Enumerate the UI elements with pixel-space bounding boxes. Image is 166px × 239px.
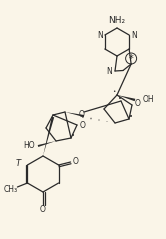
- Text: OH: OH: [143, 96, 155, 104]
- Polygon shape: [65, 112, 84, 117]
- Text: •: •: [71, 133, 75, 139]
- Text: *: *: [129, 54, 133, 64]
- Text: •: •: [118, 96, 122, 102]
- Text: •: •: [129, 114, 133, 120]
- Polygon shape: [117, 95, 135, 101]
- Text: O: O: [135, 99, 141, 109]
- Text: N: N: [131, 31, 137, 39]
- Text: HO: HO: [23, 141, 35, 151]
- Text: CH₃: CH₃: [3, 185, 17, 194]
- Text: N: N: [106, 67, 112, 76]
- Text: NH₂: NH₂: [108, 16, 125, 25]
- Text: O: O: [73, 158, 79, 167]
- Polygon shape: [43, 117, 54, 156]
- Text: O: O: [40, 206, 46, 214]
- Text: O: O: [80, 120, 86, 130]
- Text: •: •: [112, 89, 116, 94]
- Polygon shape: [38, 141, 56, 147]
- Text: O: O: [79, 109, 85, 119]
- Text: T: T: [16, 159, 21, 168]
- Text: N: N: [97, 31, 103, 39]
